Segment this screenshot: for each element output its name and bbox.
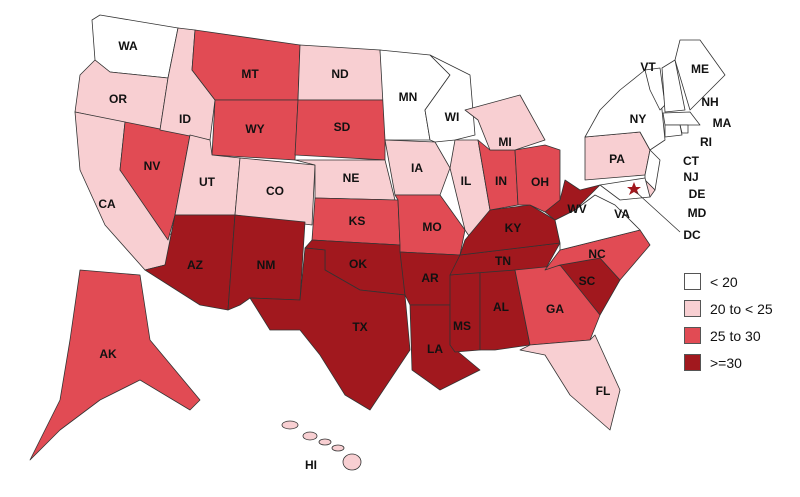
state-label-ME: ME xyxy=(691,62,709,76)
state-TX[interactable] xyxy=(249,247,411,411)
state-label-WY: WY xyxy=(245,122,264,136)
state-VT[interactable] xyxy=(644,67,666,111)
state-label-OK: OK xyxy=(349,257,367,271)
state-label-MN: MN xyxy=(399,90,418,104)
state-HI[interactable] xyxy=(281,420,299,430)
legend-item: 25 to 30 xyxy=(684,322,773,349)
state-CT[interactable] xyxy=(664,124,683,138)
legend-label: 25 to 30 xyxy=(710,327,761,344)
state-label-NH: NH xyxy=(701,95,718,109)
legend-swatch xyxy=(684,327,701,344)
state-label-ID: ID xyxy=(179,112,191,126)
state-AK[interactable] xyxy=(29,269,201,461)
state-MI[interactable] xyxy=(464,94,546,151)
state-label-NV: NV xyxy=(144,159,161,173)
state-HI[interactable] xyxy=(331,444,345,452)
state-label-MO: MO xyxy=(422,220,441,234)
legend: < 20 20 to < 25 25 to 30 >=30 xyxy=(684,268,773,376)
state-DC[interactable] xyxy=(627,182,641,195)
state-label-CA: CA xyxy=(98,197,116,211)
state-FL[interactable] xyxy=(519,334,621,431)
state-label-IN: IN xyxy=(495,174,507,188)
state-label-SC: SC xyxy=(579,274,596,288)
state-label-MS: MS xyxy=(453,319,471,333)
legend-item: 20 to < 25 xyxy=(684,295,773,322)
legend-label: < 20 xyxy=(710,273,738,290)
state-label-AZ: AZ xyxy=(187,258,203,272)
state-MS[interactable] xyxy=(449,271,481,353)
state-label-NJ: NJ xyxy=(683,170,698,184)
legend-label: >=30 xyxy=(710,354,742,371)
state-ME[interactable] xyxy=(674,39,726,111)
state-label-PA: PA xyxy=(609,152,625,166)
state-label-FL: FL xyxy=(596,384,611,398)
state-label-DE: DE xyxy=(689,187,706,201)
state-label-SD: SD xyxy=(334,120,351,134)
state-NH[interactable] xyxy=(661,59,686,113)
state-label-TN: TN xyxy=(495,254,511,268)
legend-item: < 20 xyxy=(684,268,773,295)
state-label-OR: OR xyxy=(109,92,127,106)
state-MA[interactable] xyxy=(662,111,701,126)
legend-swatch xyxy=(684,300,701,317)
state-label-KY: KY xyxy=(505,221,522,235)
state-HI[interactable] xyxy=(318,438,332,446)
state-label-HI: HI xyxy=(305,458,317,472)
state-IA[interactable] xyxy=(384,139,451,196)
state-label-TX: TX xyxy=(352,320,367,334)
state-CO[interactable] xyxy=(234,157,316,226)
state-label-LA: LA xyxy=(427,342,443,356)
state-label-KS: KS xyxy=(349,214,366,228)
state-label-WI: WI xyxy=(445,110,460,124)
state-label-CO: CO xyxy=(266,184,284,198)
state-label-AR: AR xyxy=(421,271,439,285)
state-label-NM: NM xyxy=(257,258,276,272)
state-label-GA: GA xyxy=(546,302,564,316)
legend-item: >=30 xyxy=(684,349,773,376)
state-label-WA: WA xyxy=(118,39,138,53)
state-label-IL: IL xyxy=(461,174,472,188)
state-label-MD: MD xyxy=(688,206,707,220)
state-label-MT: MT xyxy=(241,67,259,81)
state-label-OH: OH xyxy=(531,175,549,189)
state-HI[interactable] xyxy=(302,431,318,441)
state-MT[interactable] xyxy=(191,29,301,101)
state-label-DC: DC xyxy=(683,228,701,242)
state-label-NE: NE xyxy=(343,171,360,185)
state-label-ND: ND xyxy=(331,67,349,81)
state-MD[interactable] xyxy=(599,177,651,201)
legend-swatch xyxy=(684,354,701,371)
state-WV[interactable] xyxy=(544,179,601,221)
state-label-CT: CT xyxy=(683,154,700,168)
state-label-RI: RI xyxy=(700,135,712,149)
state-label-WV: WV xyxy=(567,202,586,216)
state-label-MI: MI xyxy=(498,135,511,149)
legend-label: 20 to < 25 xyxy=(710,300,773,317)
state-label-IA: IA xyxy=(411,161,423,175)
state-label-VT: VT xyxy=(640,60,656,74)
state-WI[interactable] xyxy=(424,54,476,143)
state-label-AK: AK xyxy=(99,347,117,361)
state-label-UT: UT xyxy=(199,175,216,189)
state-HI[interactable] xyxy=(342,453,362,471)
state-label-MA: MA xyxy=(713,116,732,130)
leader-line xyxy=(635,191,681,233)
state-label-AL: AL xyxy=(493,300,509,314)
state-label-NY: NY xyxy=(630,112,647,126)
state-label-VA: VA xyxy=(614,207,630,221)
state-label-NC: NC xyxy=(588,247,606,261)
legend-swatch xyxy=(684,273,701,290)
